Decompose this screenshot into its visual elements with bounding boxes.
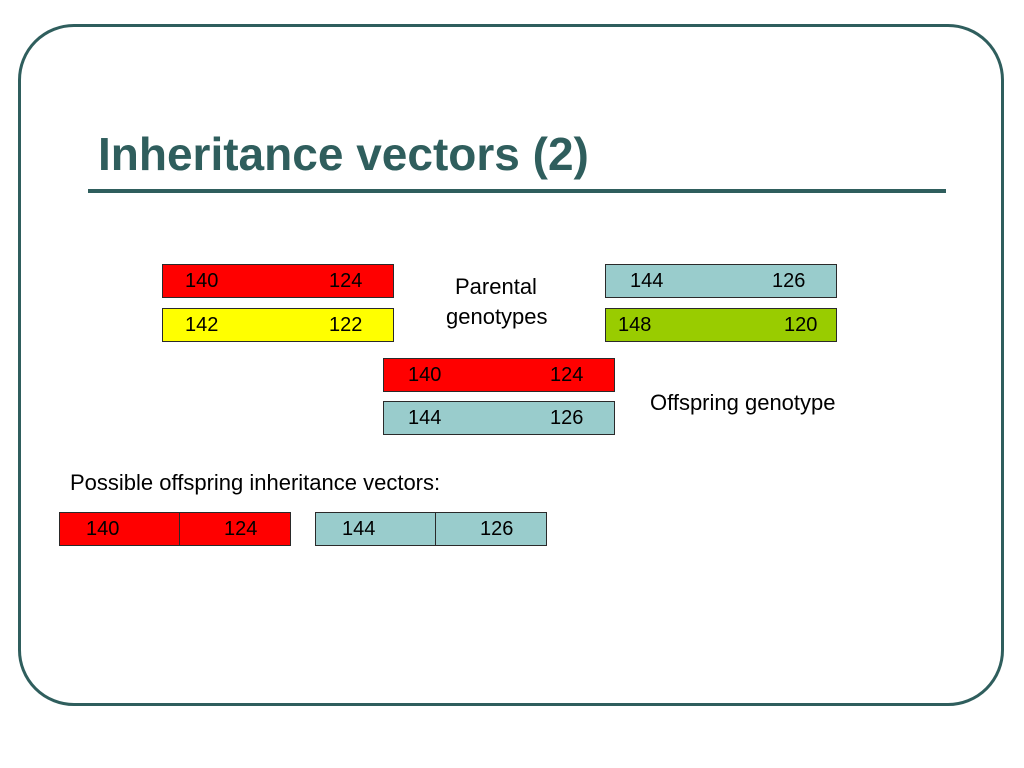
allele-value: 124 (550, 364, 584, 386)
allele-value: 144 (342, 518, 376, 540)
allele-value: 126 (772, 270, 806, 292)
allele-value: 124 (329, 270, 363, 292)
parent-left-top-bar: 140 124 (162, 264, 394, 298)
allele-value: 126 (550, 407, 584, 429)
vector-divider (179, 513, 180, 545)
parent-right-top-bar: 144 126 (605, 264, 837, 298)
vector-bar-1: 140 124 (59, 512, 291, 546)
offspring-genotype-label: Offspring genotype (650, 390, 836, 415)
allele-value: 124 (224, 518, 258, 540)
parental-label-line2: genotypes (446, 304, 548, 329)
allele-value: 122 (329, 314, 363, 336)
title-underline (88, 189, 946, 193)
vector-bar-2: 144 126 (315, 512, 547, 546)
allele-value: 126 (480, 518, 514, 540)
parent-left-bottom-bar: 142 122 (162, 308, 394, 342)
slide-frame (18, 24, 1004, 706)
parental-label-line1: Parental (455, 274, 537, 299)
allele-value: 140 (408, 364, 442, 386)
offspring-bottom-bar: 144 126 (383, 401, 615, 435)
allele-value: 144 (630, 270, 664, 292)
vector-divider (435, 513, 436, 545)
allele-value: 140 (86, 518, 120, 540)
allele-value: 148 (618, 314, 652, 336)
offspring-top-bar: 140 124 (383, 358, 615, 392)
allele-value: 142 (185, 314, 219, 336)
parent-right-bottom-bar: 148 120 (605, 308, 837, 342)
vectors-heading: Possible offspring inheritance vectors: (70, 470, 441, 495)
allele-value: 120 (784, 314, 818, 336)
slide-title: Inheritance vectors (2) (98, 128, 589, 180)
allele-value: 140 (185, 270, 219, 292)
allele-value: 144 (408, 407, 442, 429)
